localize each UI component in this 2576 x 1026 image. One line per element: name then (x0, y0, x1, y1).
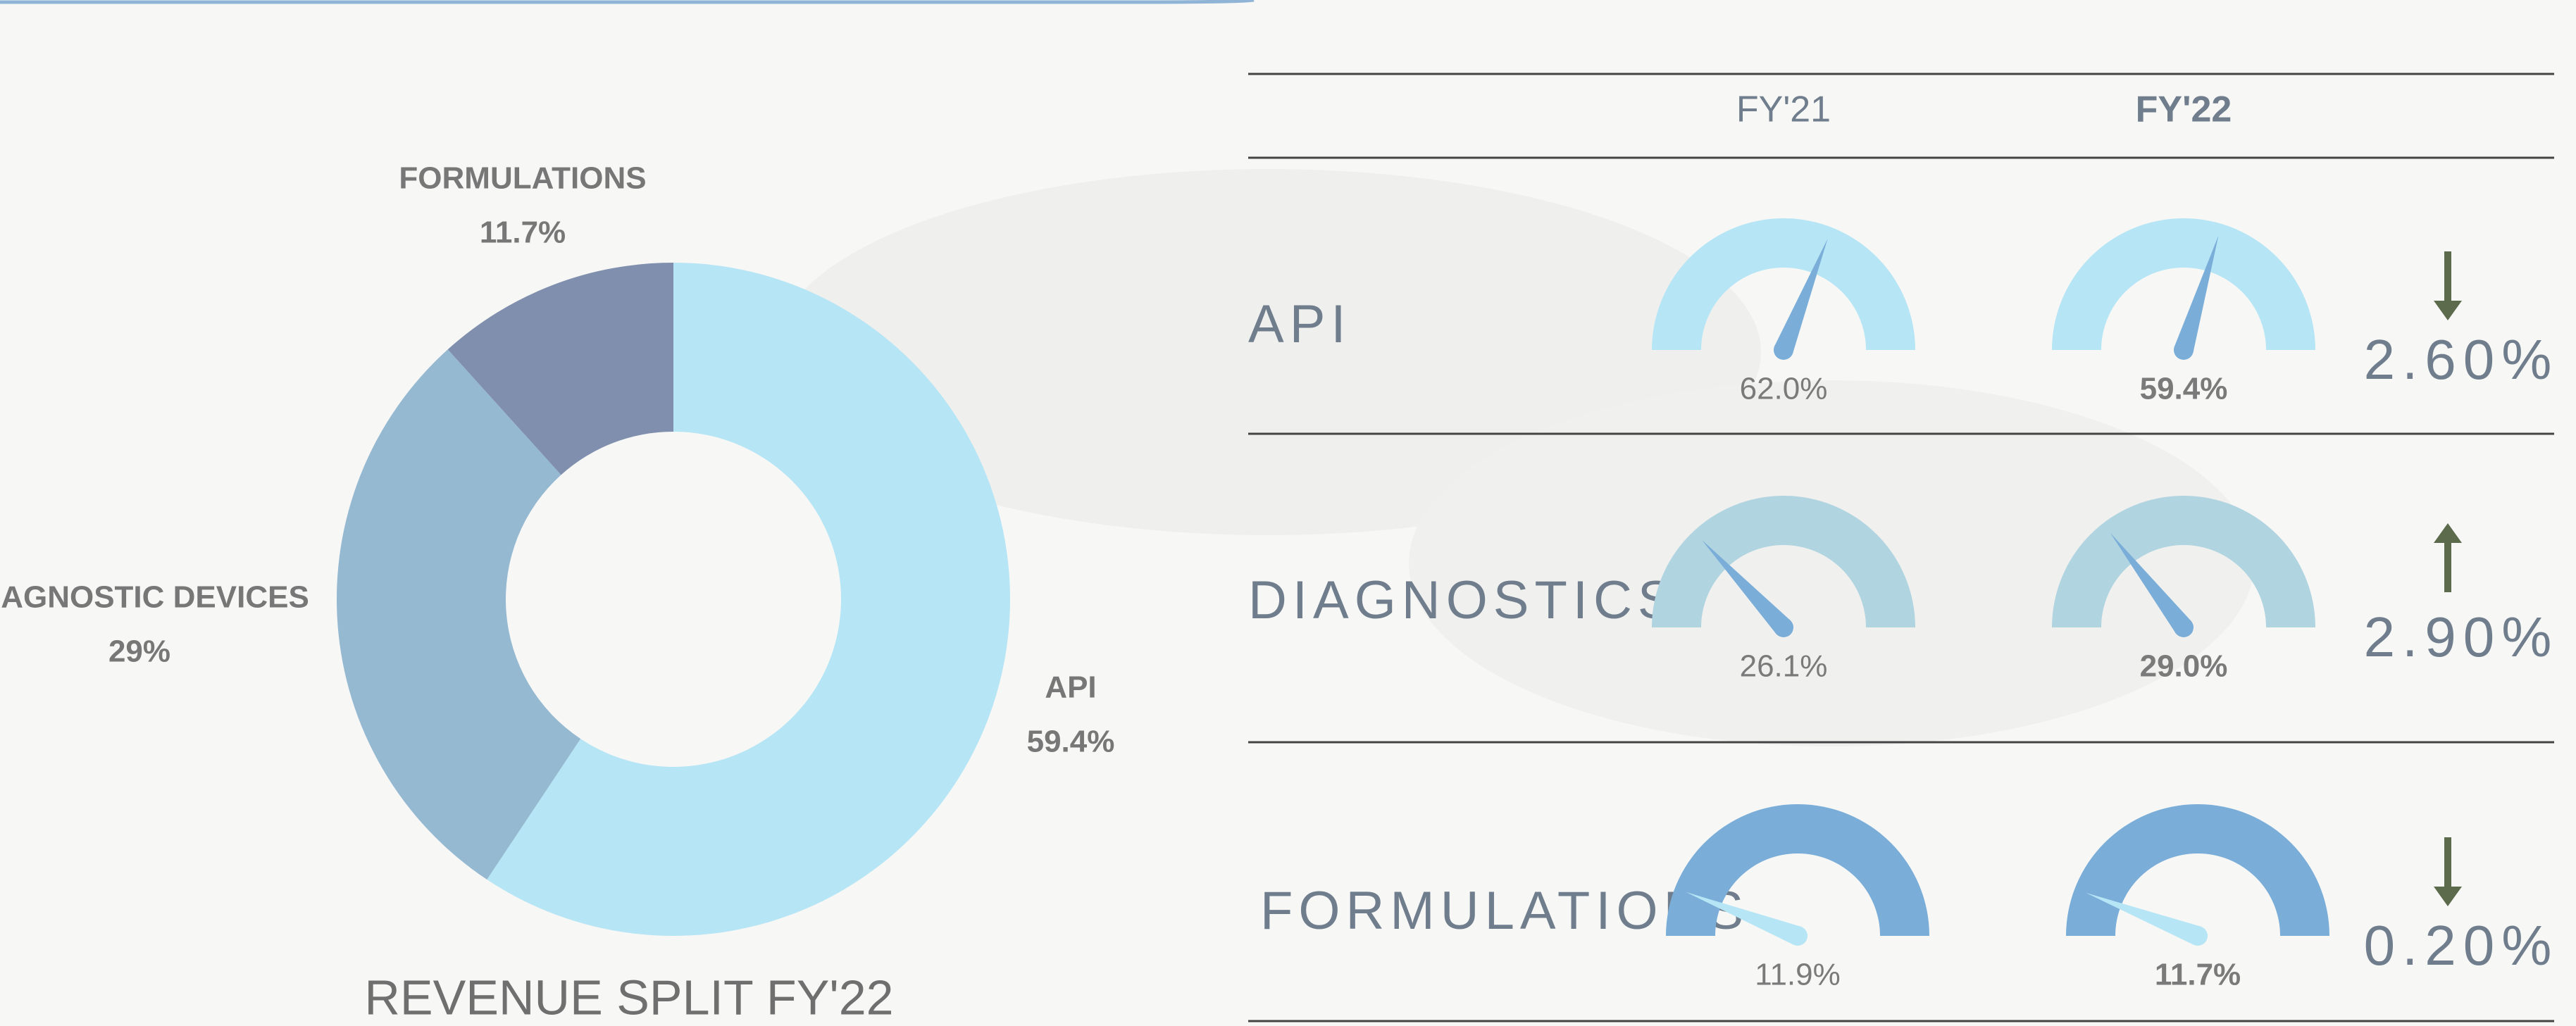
gauge-value: 11.7% (2155, 958, 2241, 992)
column-header: FY'21 (1736, 89, 1831, 130)
donut-segment (447, 263, 673, 475)
gauge-needle (2086, 892, 2202, 946)
row-label: DIAGNOSTICS (1248, 570, 1679, 630)
gauge-needle (1774, 238, 1828, 354)
needle-hub (2174, 618, 2194, 637)
gauge-track (1666, 804, 1929, 936)
gauge-needle (2110, 532, 2192, 634)
needle-hub (1774, 618, 1793, 637)
gauge-track (1652, 496, 1915, 627)
change-arrow-head (2434, 887, 2462, 906)
needle-hub (2174, 340, 2194, 360)
gauge-track (2052, 496, 2315, 627)
gauge-value: 59.4% (2140, 372, 2228, 406)
donut-segment (487, 263, 1010, 936)
backdrop-shape (1409, 380, 2254, 746)
chart-title: REVENUE SPLIT FY'22 (364, 970, 893, 1025)
top-rule (0, 0, 1255, 4)
gauge-value: 11.9% (1755, 958, 1841, 992)
segment-label: API (1045, 670, 1096, 705)
change-arrow-head (2434, 523, 2462, 543)
change-value: 2.60% (2364, 328, 2559, 391)
needle-hub (1774, 340, 1793, 360)
gauge-value: 26.1% (1740, 649, 1828, 684)
segment-label: FORMULATIONS (399, 161, 646, 196)
needle-hub (1788, 926, 1807, 946)
gauge-needle (1686, 892, 1802, 946)
row-label: API (1248, 294, 1352, 354)
gauge-track (2052, 218, 2315, 350)
donut-segment (336, 349, 581, 880)
row-label: FORMULATIONS (1260, 881, 1749, 941)
change-value: 2.90% (2364, 606, 2559, 668)
gauge-value: 29.0% (2140, 649, 2228, 684)
gauge-needle (1702, 539, 1791, 634)
gauge-track (2066, 804, 2329, 936)
change-value: 0.20% (2364, 914, 2559, 977)
segment-value: 11.7% (480, 215, 566, 250)
column-header: FY'22 (2136, 89, 2232, 130)
segment-label: DIAGNOSTIC DEVICES (0, 580, 309, 615)
segment-value: 59.4% (1027, 725, 1115, 759)
segment-value: 29% (108, 634, 170, 669)
gauge-track (1652, 218, 1915, 350)
needle-hub (2188, 926, 2208, 946)
change-arrow-head (2434, 301, 2462, 320)
gauge-value: 62.0% (1740, 372, 1828, 406)
gauge-needle (2174, 235, 2219, 354)
